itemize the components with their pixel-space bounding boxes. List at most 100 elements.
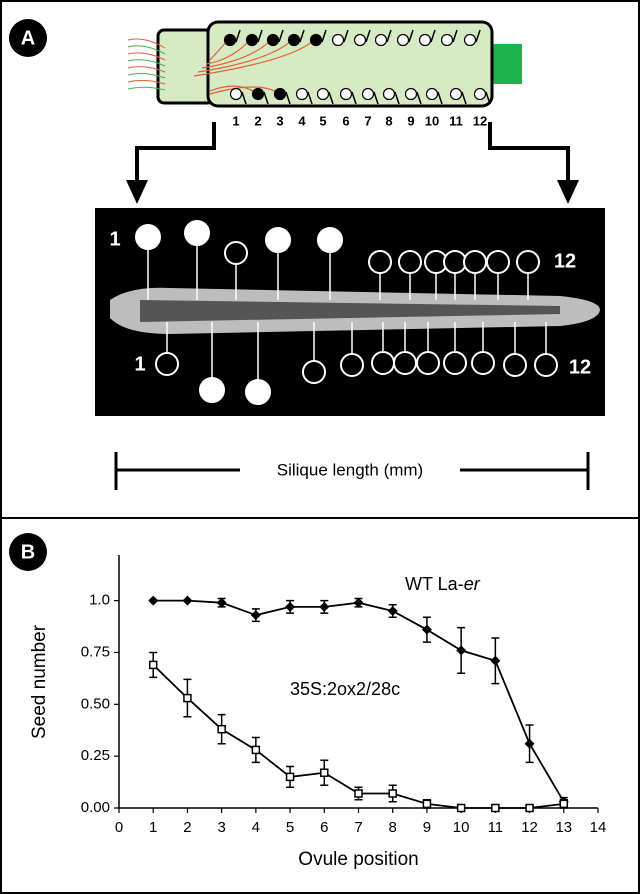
ovules: 1 2 3 4 5 6 7 8 9 10 11 12	[223, 29, 491, 128]
marker	[524, 738, 535, 749]
ovule-number: 1	[232, 113, 239, 128]
ovule	[229, 87, 243, 101]
ovule	[404, 87, 418, 101]
ovule	[266, 33, 280, 47]
ovule-number: 6	[342, 113, 349, 128]
x-tick-label: 5	[286, 819, 294, 836]
wire	[127, 38, 166, 49]
ovule	[371, 351, 395, 375]
ovule	[287, 33, 301, 47]
marker	[183, 693, 192, 703]
funiculus	[475, 29, 481, 43]
marker	[319, 601, 330, 612]
arrow	[135, 122, 216, 182]
ovule-number: 7	[364, 113, 371, 128]
ovule	[368, 250, 392, 274]
ovule	[340, 353, 364, 377]
ovule	[245, 33, 259, 47]
wire	[127, 79, 166, 85]
ovule	[418, 33, 432, 47]
ovule	[443, 351, 467, 375]
marker	[250, 610, 261, 621]
ovule	[251, 87, 265, 101]
ovule	[317, 227, 343, 253]
marker	[422, 799, 432, 809]
image-label: 12	[569, 356, 591, 378]
x-tick-label: 14	[590, 819, 607, 836]
marker	[217, 724, 226, 734]
marker	[354, 789, 363, 798]
funiculus	[343, 29, 349, 43]
ovule	[265, 227, 291, 253]
ovule	[331, 33, 345, 47]
y-tick-label: 0.75	[81, 643, 110, 660]
marker	[251, 745, 261, 755]
tip-block	[492, 44, 522, 84]
image-label: 12	[554, 250, 576, 272]
wire	[193, 37, 317, 77]
ovule-number: 2	[254, 113, 261, 128]
ovule	[353, 33, 367, 47]
funiculus	[408, 29, 414, 43]
ovule	[273, 87, 287, 101]
ovule	[440, 33, 454, 47]
ovule	[398, 250, 422, 274]
ovule	[473, 87, 487, 101]
x-tick-label: 4	[252, 819, 260, 836]
wire	[127, 66, 166, 73]
ovule	[374, 33, 388, 47]
x-tick-label: 7	[354, 819, 362, 836]
ovule	[463, 33, 477, 47]
ovule	[516, 250, 540, 274]
marker	[148, 595, 159, 606]
panel-letter: B	[21, 541, 35, 563]
ovule	[223, 33, 237, 47]
funiculus	[321, 29, 327, 43]
ovule	[135, 224, 161, 250]
funiculus	[351, 91, 357, 105]
marker	[491, 803, 500, 813]
series-label: 35S:2ox2/28c	[290, 679, 400, 699]
image-label: 1	[109, 228, 120, 250]
marker	[456, 645, 467, 656]
funiculus	[285, 91, 291, 105]
marker	[387, 605, 398, 616]
ovule	[199, 377, 225, 403]
panel-b: B 0 1 2 3 4 5 6 7 8 9 10 11 12 13 140.000.250.500.751.…	[9, 533, 606, 870]
marker	[353, 597, 364, 608]
arrowhead	[126, 180, 148, 204]
funiculus	[437, 91, 443, 105]
ovule	[302, 360, 326, 384]
marker	[182, 595, 193, 606]
image-label: 1	[134, 353, 145, 375]
ovule-number: 11	[449, 113, 463, 128]
y-tick-label: 1.0	[89, 592, 110, 609]
y-axis-title: Seed number	[29, 624, 50, 739]
x-tick-label: 2	[183, 819, 191, 836]
arrowhead	[557, 180, 579, 204]
x-tick-label: 9	[423, 819, 431, 836]
x-tick-label: 11	[488, 819, 504, 836]
ovule	[463, 250, 487, 274]
panel-letter: A	[21, 27, 35, 49]
ovule	[486, 250, 510, 274]
ovule-number: 9	[407, 113, 414, 128]
funiculus	[485, 91, 491, 105]
ovule	[245, 379, 271, 405]
marker	[285, 601, 296, 612]
ovule-number: 12	[473, 113, 487, 128]
marker	[388, 789, 397, 798]
marker	[148, 660, 158, 670]
ovule	[224, 241, 248, 265]
ovule-overlay: 1 12 1 12	[109, 220, 591, 405]
ovule	[309, 33, 323, 47]
funiculus	[278, 29, 284, 43]
y-tick-label: 0.50	[81, 695, 110, 712]
funiculus	[263, 91, 269, 105]
ovule	[396, 33, 410, 47]
funiculus	[373, 91, 379, 105]
wire	[127, 45, 166, 55]
ovule	[316, 87, 330, 101]
